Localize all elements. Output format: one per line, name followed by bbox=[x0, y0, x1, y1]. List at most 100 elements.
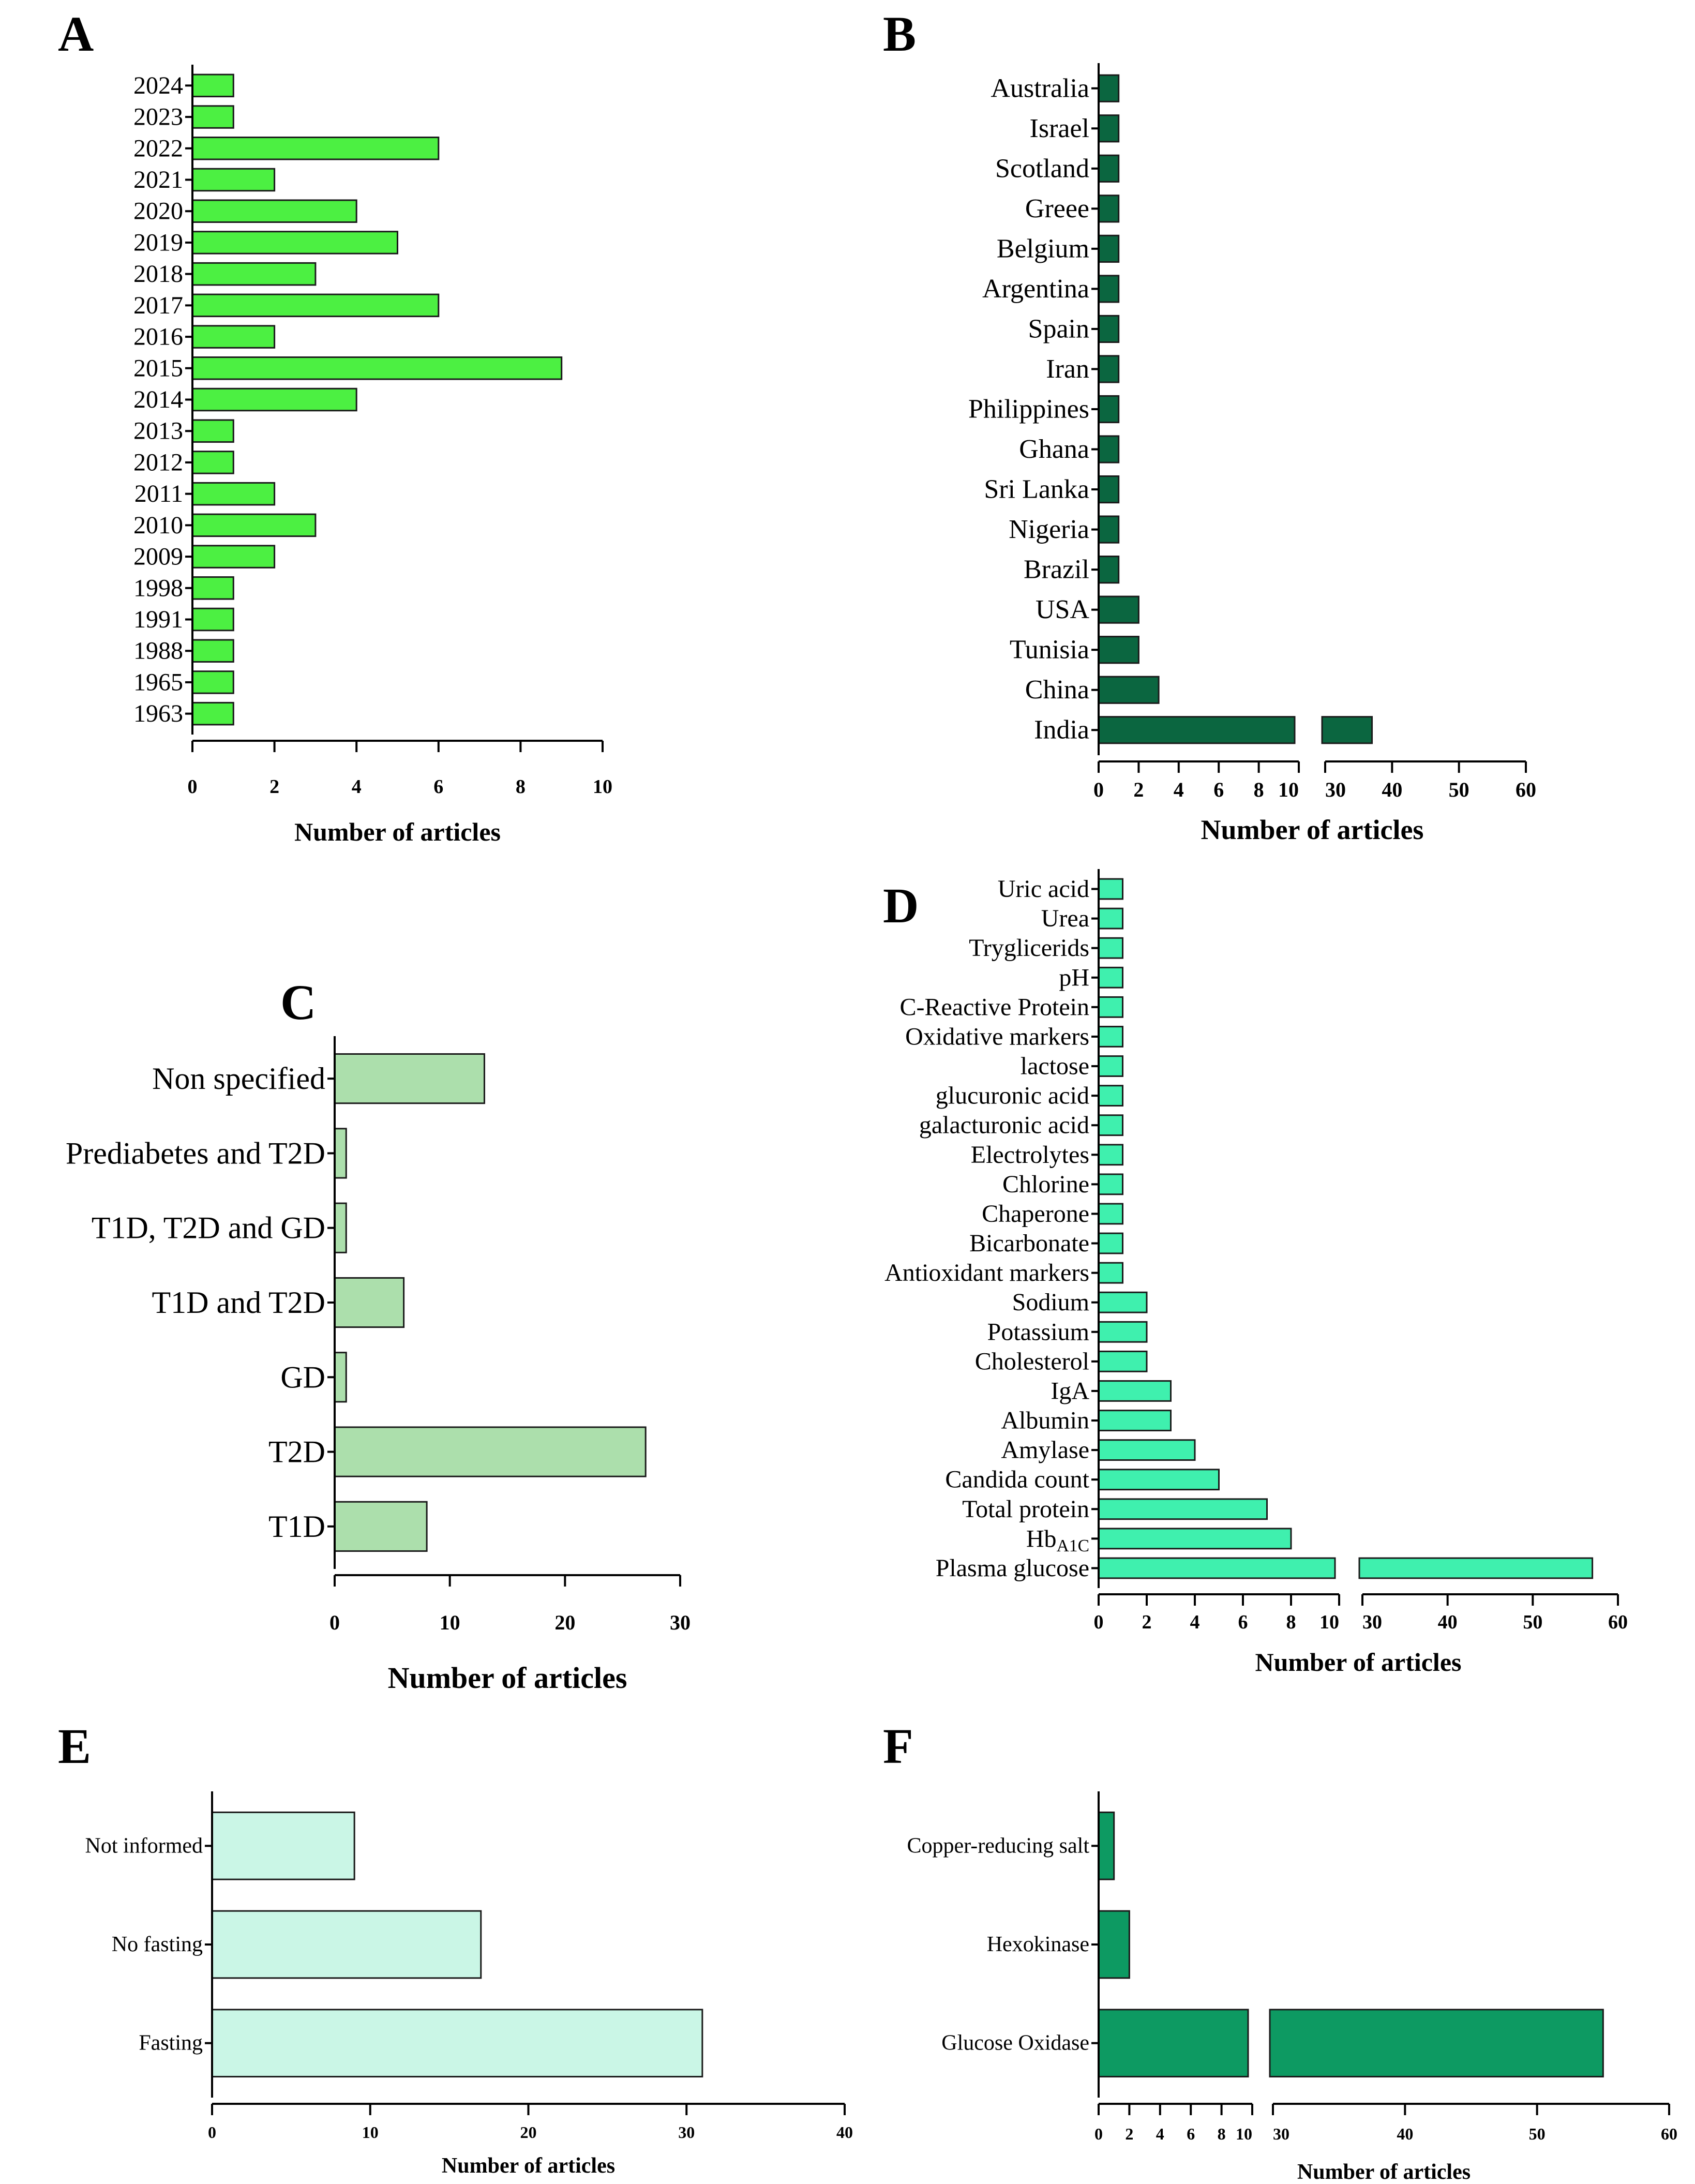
category-label: Ghana bbox=[1019, 435, 1089, 464]
bar bbox=[1098, 1910, 1130, 1979]
category-label: 2016 bbox=[133, 323, 183, 351]
category-label: 2022 bbox=[133, 134, 183, 162]
x-tick-label: 30 bbox=[1273, 2125, 1289, 2143]
x-tick-label: 4 bbox=[1156, 2125, 1164, 2143]
bar bbox=[1098, 395, 1120, 424]
bar bbox=[1098, 275, 1120, 303]
x-tick-label: 4 bbox=[1190, 1611, 1200, 1633]
x-tick-label: 40 bbox=[1397, 2125, 1413, 2143]
x-tick-label: 8 bbox=[1254, 778, 1264, 801]
bar bbox=[1098, 1350, 1148, 1372]
chart-panel-f: Copper-reducing salt Hexokinase Glucose Ox… bbox=[907, 1791, 1677, 2184]
x-tick-label: 0 bbox=[188, 776, 198, 798]
category-label: Antioxidant markers bbox=[884, 1259, 1089, 1287]
category-label: 1988 bbox=[133, 637, 183, 665]
category-label: Sri Lanka bbox=[984, 475, 1089, 504]
bar bbox=[1098, 996, 1123, 1018]
bar bbox=[191, 513, 317, 537]
category-label: 2011 bbox=[134, 480, 183, 507]
category-label: 2018 bbox=[133, 260, 183, 288]
category-label: HbA1C bbox=[1026, 1525, 1089, 1555]
x-tick-label: 60 bbox=[1516, 778, 1536, 801]
bar bbox=[1098, 2009, 1249, 2077]
category-label: glucuronic acid bbox=[936, 1082, 1089, 1110]
category-label: 2021 bbox=[133, 166, 183, 193]
category-label: Amylase bbox=[1001, 1437, 1089, 1464]
panel-letter-f: F bbox=[883, 1718, 913, 1774]
bar bbox=[1098, 716, 1296, 744]
bar bbox=[334, 1352, 347, 1403]
bar bbox=[334, 1202, 347, 1253]
bar bbox=[191, 451, 234, 474]
category-label: Greee bbox=[1025, 194, 1089, 223]
bar bbox=[191, 576, 234, 600]
category-label: Plasma glucose bbox=[936, 1554, 1089, 1582]
bar bbox=[191, 387, 357, 412]
bar bbox=[1098, 1469, 1220, 1491]
bar bbox=[191, 482, 276, 506]
category-label: 2024 bbox=[133, 72, 183, 99]
x-tick-label: 4 bbox=[352, 776, 362, 798]
category-label-subscript: A1C bbox=[1057, 1536, 1089, 1555]
category-label: T2D bbox=[268, 1435, 325, 1469]
x-tick-label: 0 bbox=[208, 2123, 216, 2142]
category-label: Brazil bbox=[1024, 555, 1089, 585]
category-label: Non specified bbox=[152, 1061, 325, 1096]
bar bbox=[191, 356, 563, 380]
category-label: pH bbox=[1059, 964, 1089, 991]
bar bbox=[334, 1053, 485, 1104]
category-label: Sodium bbox=[1012, 1289, 1089, 1316]
x-tick-label: 30 bbox=[670, 1611, 691, 1634]
bar bbox=[1098, 556, 1120, 584]
category-label: Uric acid bbox=[998, 875, 1089, 903]
category-label: 2010 bbox=[133, 512, 183, 539]
category-label: 2023 bbox=[133, 103, 183, 131]
bar bbox=[1098, 1026, 1123, 1048]
bar bbox=[1098, 234, 1120, 263]
panel-letter-e: E bbox=[58, 1718, 91, 1774]
x-tick-label: 4 bbox=[1174, 778, 1184, 801]
bar bbox=[1098, 154, 1120, 183]
category-label: T1D and T2D bbox=[152, 1285, 325, 1320]
bar bbox=[191, 545, 276, 569]
category-label: Hexokinase bbox=[987, 1933, 1089, 1956]
x-tick-label: 2 bbox=[1133, 778, 1144, 801]
bar bbox=[1098, 907, 1123, 930]
bar bbox=[1098, 1812, 1115, 1880]
bar bbox=[1098, 1498, 1268, 1520]
bar bbox=[334, 1128, 347, 1179]
category-label: 2009 bbox=[133, 543, 183, 571]
bar bbox=[191, 231, 398, 255]
category-label: Prediabetes and T2D bbox=[66, 1136, 325, 1170]
bar bbox=[1098, 878, 1123, 900]
bar bbox=[1098, 1410, 1172, 1431]
category-label: Potassium bbox=[987, 1318, 1089, 1345]
x-tick-label: 2 bbox=[1125, 2125, 1133, 2143]
x-tick-label: 60 bbox=[1608, 1611, 1628, 1633]
bar-continued bbox=[1269, 2009, 1604, 2077]
x-tick-label: 8 bbox=[1286, 1611, 1296, 1633]
category-label: Not informed bbox=[85, 1834, 203, 1858]
bar bbox=[191, 419, 234, 443]
x-tick-label: 6 bbox=[1213, 778, 1224, 801]
x-tick-label: 10 bbox=[593, 776, 612, 798]
category-label: 2012 bbox=[133, 448, 183, 476]
plots: 2024202320222021202020192018201720162015… bbox=[66, 63, 1677, 2184]
category-label: GD bbox=[280, 1360, 325, 1394]
bar bbox=[1098, 195, 1120, 223]
bar bbox=[1098, 475, 1120, 504]
panel-letter-d: D bbox=[883, 878, 919, 933]
x-tick-label: 30 bbox=[1325, 778, 1346, 801]
bar bbox=[1098, 595, 1139, 624]
x-tick-label: 20 bbox=[554, 1611, 575, 1634]
x-tick-label: 0 bbox=[1094, 1611, 1104, 1633]
bar-continued bbox=[1321, 716, 1373, 744]
x-tick-label: 8 bbox=[1218, 2125, 1226, 2143]
category-label: IgA bbox=[1051, 1377, 1089, 1404]
x-tick-label: 0 bbox=[1093, 778, 1104, 801]
category-label: Scotland bbox=[995, 154, 1089, 183]
category-label: Albumin bbox=[1001, 1407, 1089, 1434]
category-label: Bicarbonate bbox=[969, 1230, 1089, 1257]
category-label: No fasting bbox=[112, 1933, 203, 1956]
